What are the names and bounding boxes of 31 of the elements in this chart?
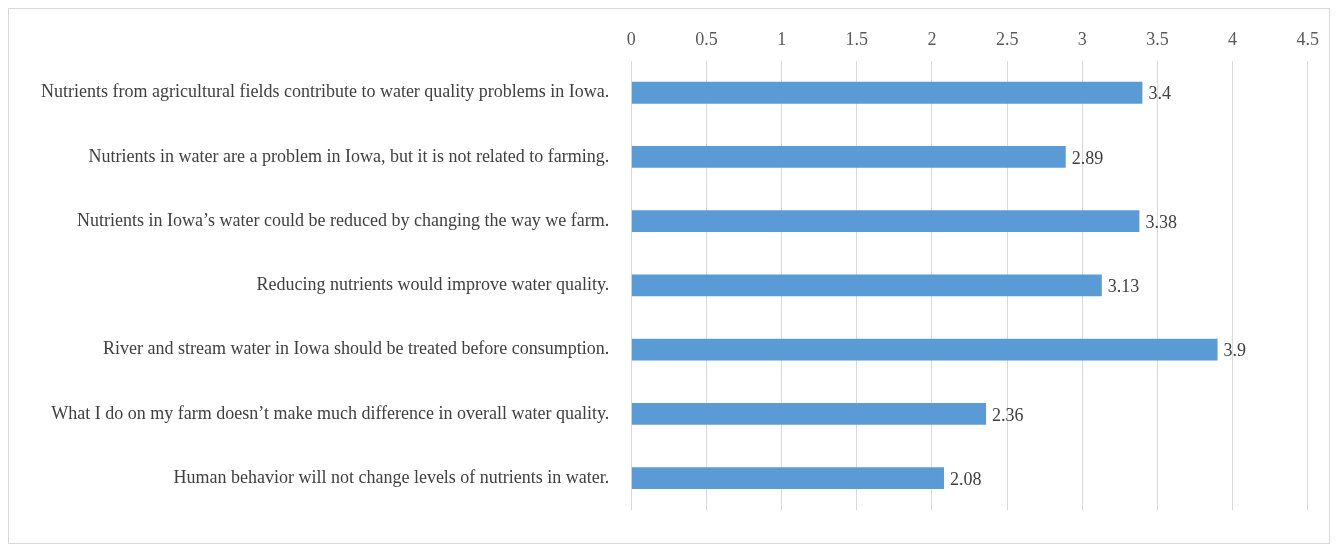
bar <box>631 338 1218 361</box>
bar <box>631 146 1066 168</box>
x-tick-label: 4 <box>1228 28 1238 49</box>
bar <box>631 274 1102 297</box>
data-label: 3.13 <box>1107 276 1140 297</box>
bar <box>631 210 1140 233</box>
data-label: 3.9 <box>1223 340 1247 361</box>
x-tick-label: 1 <box>777 28 787 49</box>
x-tick-label: 3 <box>1077 28 1087 49</box>
data-label: 2.89 <box>1071 147 1104 168</box>
y-tick-label: Nutrients from agricultural fields contribute to water quality problems in Iowa. <box>40 81 610 102</box>
x-tick-label: 0 <box>626 28 636 49</box>
y-tick-label: Nutrients in water are a problem in Iowa, but it is not related to farming. <box>88 145 610 166</box>
data-label: 3.4 <box>1148 83 1171 104</box>
x-tick-label: 0.5 <box>695 28 718 49</box>
y-tick-label: River and stream water in Iowa should be treated before consumption. <box>103 338 610 359</box>
bar <box>631 81 1143 104</box>
y-tick-label: Nutrients in Iowa’s water could be reduced by changing the way we farm. <box>77 209 610 230</box>
data-label: 2.36 <box>992 404 1024 425</box>
x-tick-label: 2.5 <box>995 28 1019 49</box>
y-tick-label: Human behavior will not change levels of nutrients in water. <box>173 466 610 487</box>
data-label: 2.08 <box>949 468 982 489</box>
x-tick-label: 2 <box>927 28 937 49</box>
x-tick-label: 3.5 <box>1146 28 1169 49</box>
bar <box>631 467 944 490</box>
x-tick-label: 1.5 <box>845 28 869 49</box>
data-label: 3.38 <box>1145 211 1177 232</box>
y-tick-label: Reducing nutrients would improve water quality. <box>256 274 610 295</box>
x-tick-label: 4.5 <box>1296 28 1319 49</box>
bar <box>631 402 987 425</box>
y-tick-label: What I do on my farm doesn’t make much difference in overall water quality. <box>51 402 610 423</box>
